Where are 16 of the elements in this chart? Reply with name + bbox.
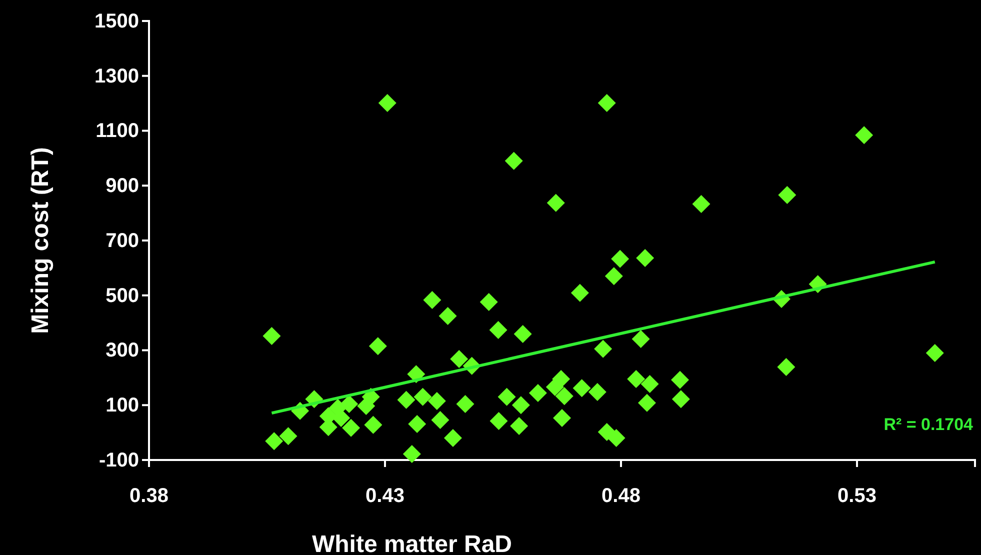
y-tick-label: 300	[106, 340, 139, 362]
y-tick-label: 500	[106, 284, 139, 307]
x-axis-title: White matter RaD	[312, 531, 512, 555]
y-tick-label: 100	[106, 394, 139, 417]
y-tick-label: 1300	[94, 65, 139, 88]
annotation: R² = 0.1704	[884, 415, 974, 434]
x-tick-label: 0.48	[602, 485, 640, 507]
y-axis-title: Mixing cost (RT)	[27, 147, 54, 334]
x-tick-label: 0.38	[130, 485, 168, 507]
y-tick-label: 900	[106, 175, 139, 198]
x-tick-label: 0.53	[838, 485, 876, 507]
y-tick-label: 1500	[94, 10, 139, 32]
x-tick-label: 0.43	[366, 485, 404, 507]
y-tick-label: 700	[106, 230, 139, 252]
y-tick-label: -100	[98, 449, 139, 472]
y-tick-label: 1100	[96, 120, 139, 142]
